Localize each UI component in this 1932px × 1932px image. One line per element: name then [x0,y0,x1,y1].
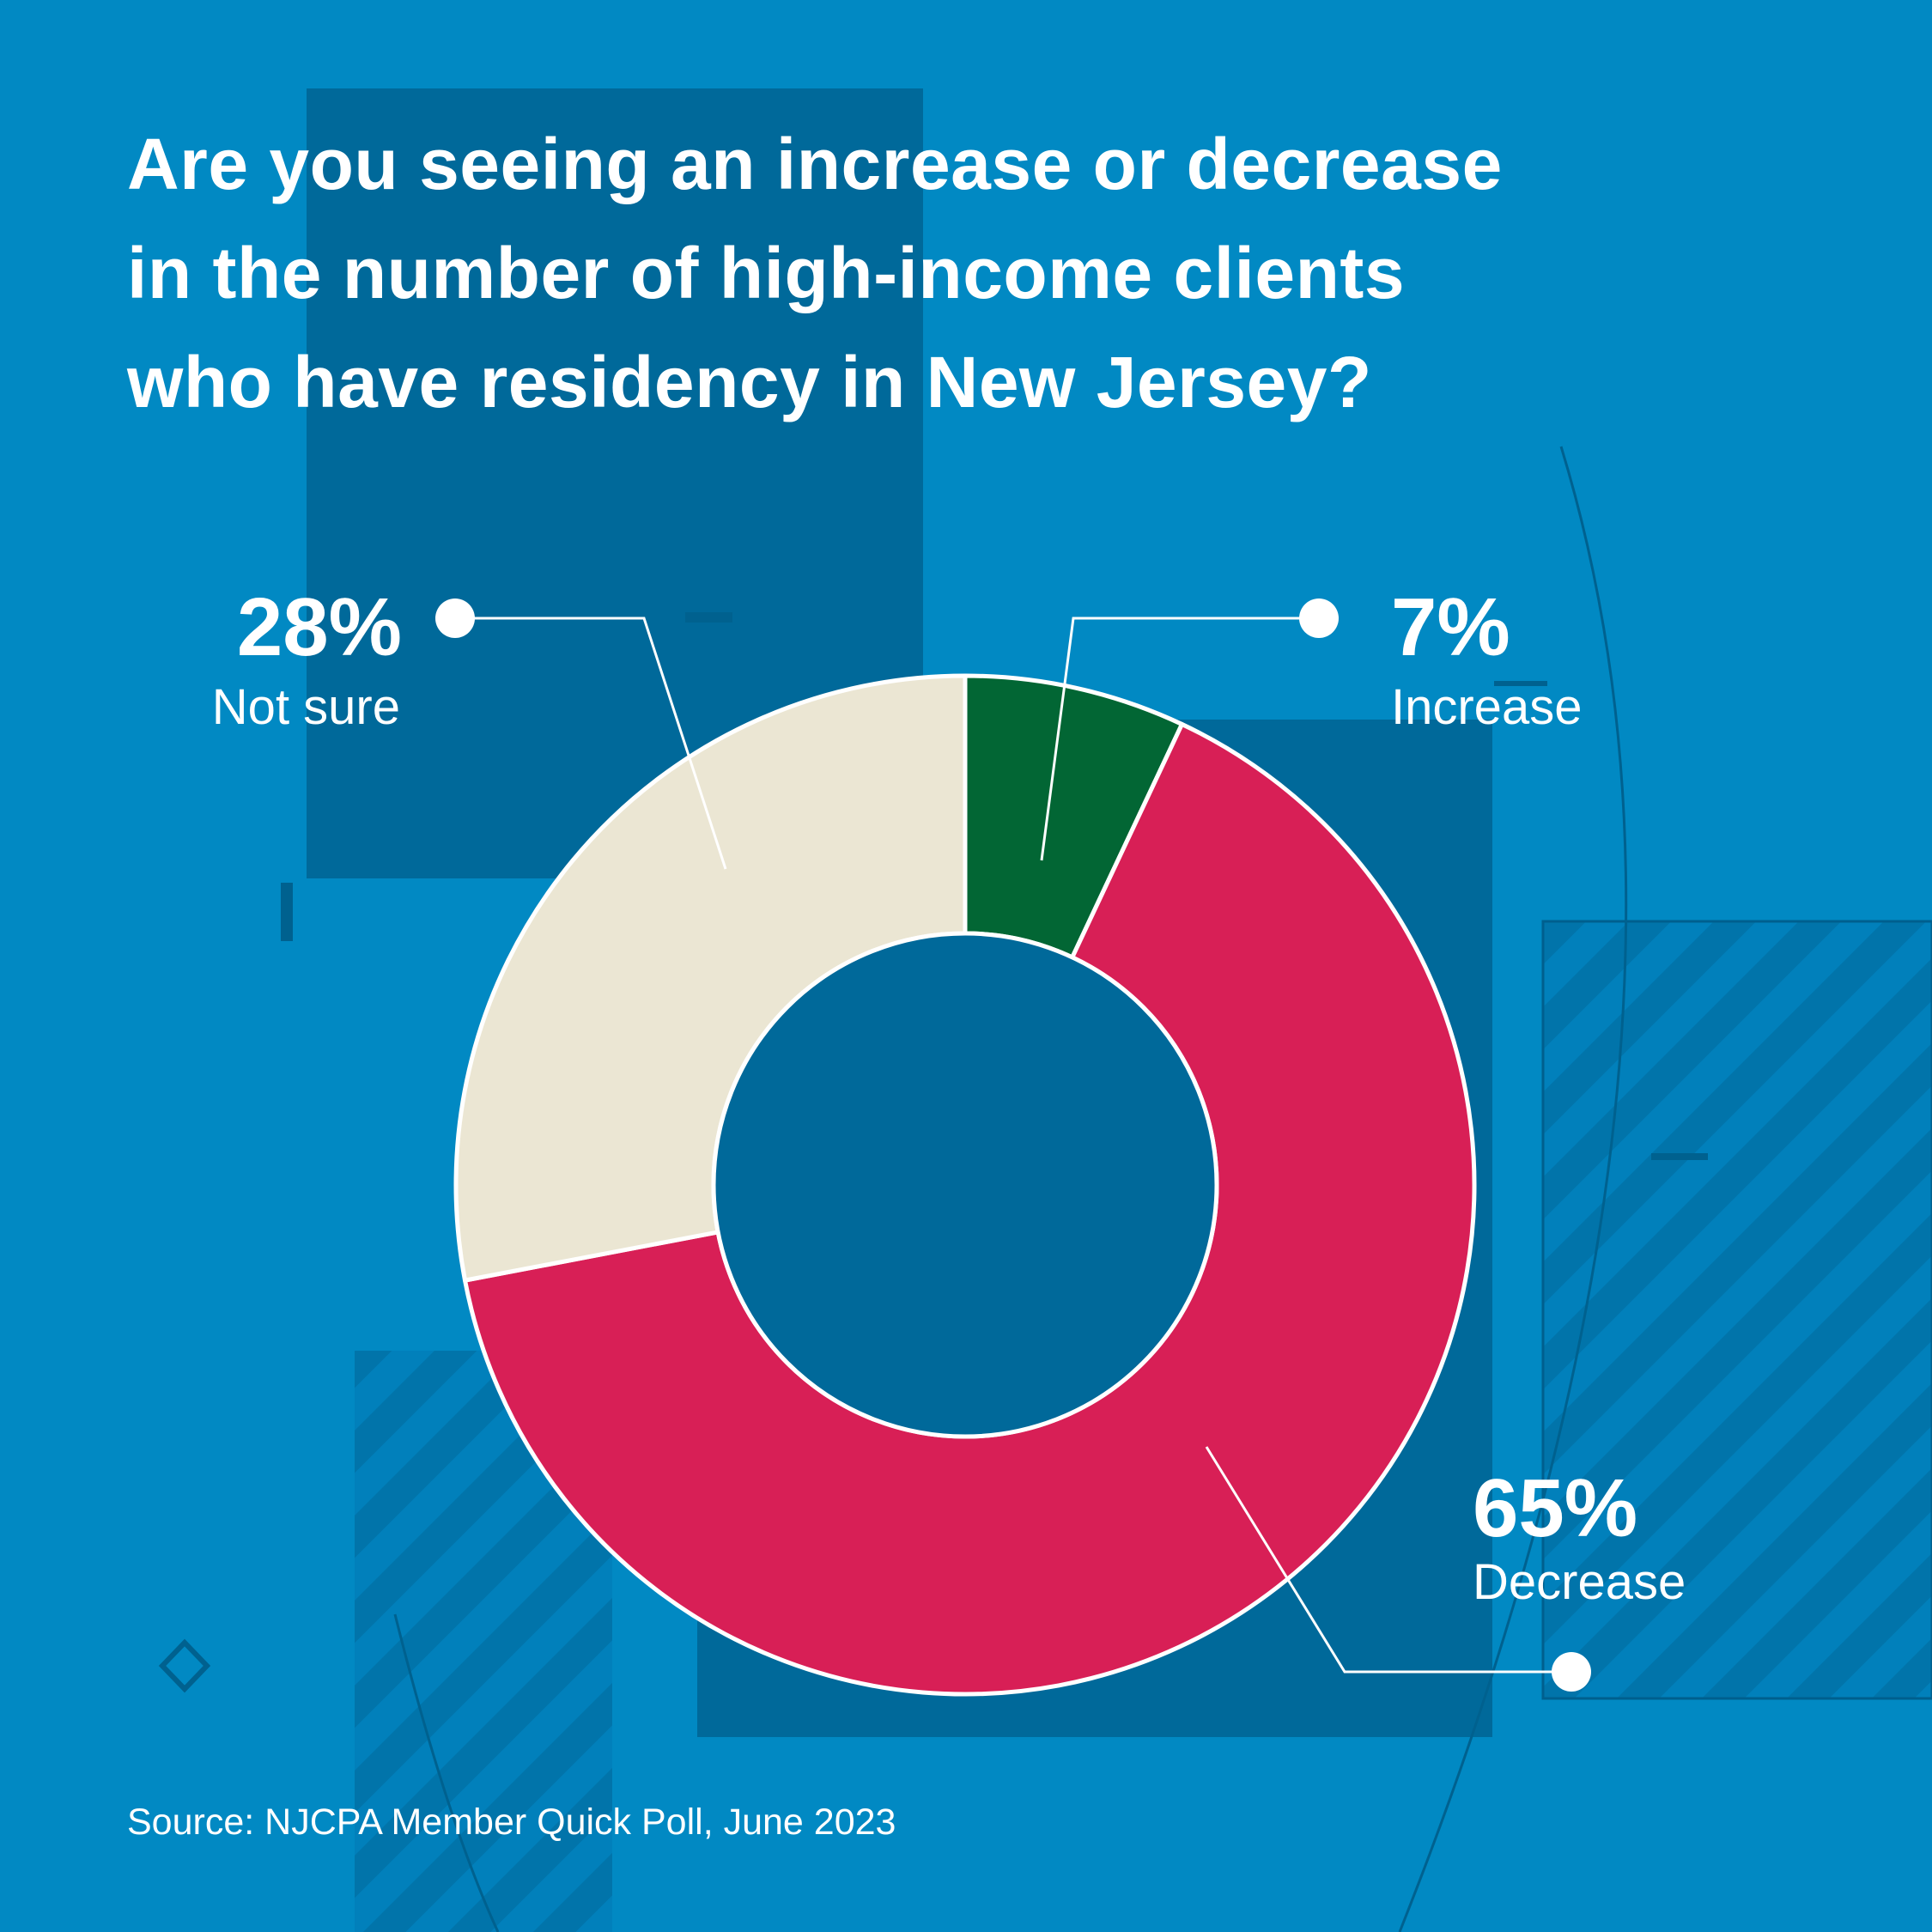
bg-arc [1398,446,1628,1932]
source-note: Source: NJCPA Member Quick Poll, June 20… [127,1801,896,1843]
value-label-decrease: 65% [1473,1462,1637,1554]
bg-tick-left [281,883,293,941]
leader-line-decrease [1205,1446,1571,1674]
bg-dash-top [685,612,732,623]
donut-center-hole [711,931,1219,1439]
chart-title-line-2: in the number of high-income clients [127,233,1406,313]
value-label-increase: 7% [1391,581,1510,673]
chart-title-line-3: who have residency in New Jersey? [127,342,1372,422]
data-labels: 28% Not sure 7% Increase 65% Decrease [212,581,1686,1610]
value-label-not-sure: 28% [237,581,402,673]
leader-dot-increase [1299,598,1339,638]
bg-arc-lower-left [393,1613,500,1932]
category-label-not-sure: Not sure [212,679,400,735]
bg-outline-frame [1541,920,1932,1700]
category-label-decrease: Decrease [1473,1554,1686,1610]
leader-line-not-sure [455,617,727,870]
bg-dash-right-upper [1494,681,1547,686]
leader-dot-not-sure [435,598,475,638]
donut-chart [453,673,1477,1697]
diamond-shape [158,1638,211,1693]
category-label-increase: Increase [1391,679,1582,735]
chart-title-line-1: Are you seeing an increase or decrease [127,124,1503,204]
chart-title: Are you seeing an increase or decrease i… [127,110,1844,437]
leader-dot-decrease [1552,1652,1591,1692]
leader-line-increase [1040,617,1319,861]
bg-dash-right [1651,1153,1708,1160]
bg-hatched-panel-right [1543,921,1932,1698]
leader-lines [435,598,1591,1692]
